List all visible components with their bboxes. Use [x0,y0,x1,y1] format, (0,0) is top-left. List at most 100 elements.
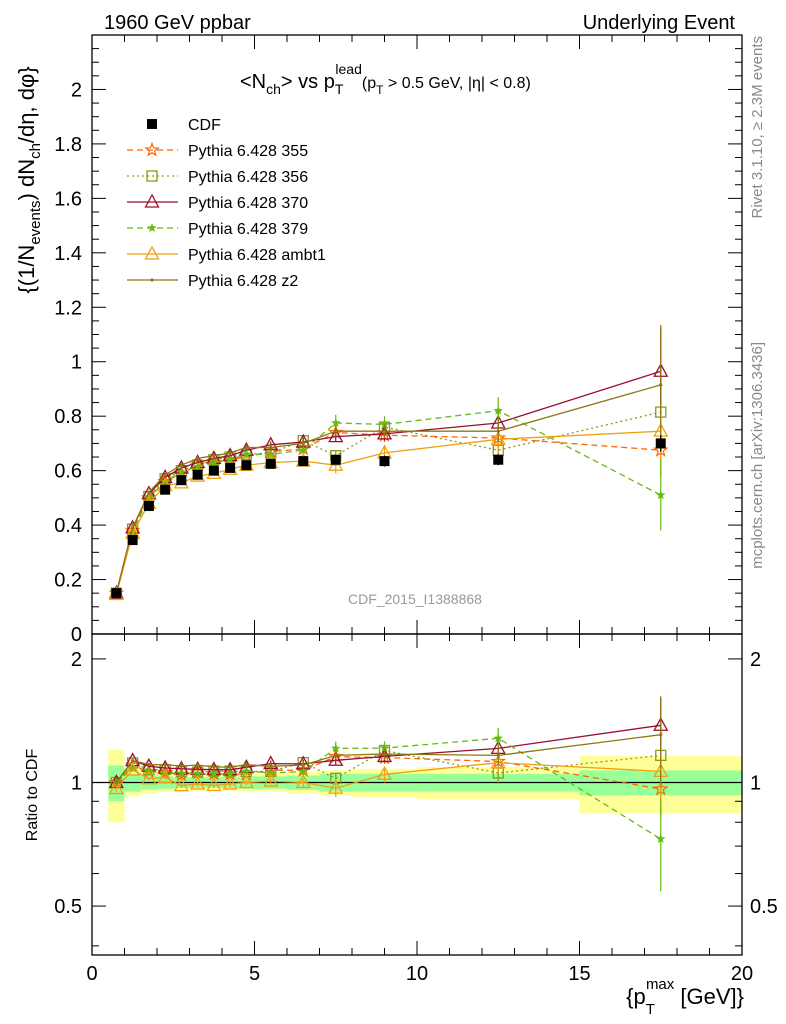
ratio-point [298,766,308,776]
ratio-point [659,733,663,737]
ratio-point [108,780,124,795]
ratio-y-tick-label: 2 [71,649,82,671]
data-point [298,456,309,467]
y-tick-label: 1.8 [54,134,82,156]
legend-marker [144,141,160,157]
series-point [298,445,308,455]
data-point [330,454,341,465]
ratio-y-tick-label-right: 2 [750,649,761,671]
ratio-point [493,733,503,743]
series-point [301,441,305,446]
series-point [490,430,506,445]
ratio-y-tick-label-right: 1 [750,772,761,794]
series-point [176,467,187,476]
ratio-point [222,775,238,790]
series-point [331,418,341,427]
ratio-point [263,772,279,787]
series-point [376,425,393,440]
ratio-y-tick-label: 1 [71,772,82,794]
legend-marker [150,278,154,282]
side-label-rivet: Rivet 3.1.10, ≥ 2.3M events [749,36,766,219]
series-line [115,410,662,594]
legend-label: Pythia 6.428 379 [188,221,308,238]
legend-label: Pythia 6.428 z2 [188,273,298,290]
ratio-point [269,764,273,768]
y-tick-label: 1.2 [54,297,82,319]
header-right: Underlying Event [583,12,736,34]
ratio-point [328,751,344,766]
ratio-point [295,774,311,789]
data-point [160,484,171,495]
ratio-point [238,774,254,789]
data-point [225,462,236,473]
ratio-point [244,763,248,767]
y-tick-label: 1.4 [54,243,82,265]
series-point [209,457,219,467]
series-point [379,419,390,429]
series-point [196,456,200,460]
series-point [179,463,183,467]
data-point [127,535,138,546]
x-tick-label: 5 [249,963,260,985]
ratio-point [301,763,305,767]
series-point [228,451,232,455]
ratio-point [127,762,138,772]
legend-marker [146,170,158,182]
ratio-point [241,766,252,776]
legend-marker [144,245,160,260]
series-point [225,454,235,464]
data-point [143,501,154,512]
series-point [659,383,663,387]
legend-marker [144,193,160,208]
y-tick-label: 0.4 [54,515,82,537]
ratio-point [114,780,118,785]
ratio-point [157,769,173,784]
ratio-point [192,768,203,778]
legend-marker [147,119,157,129]
ratio-point [209,768,219,778]
series-line [115,370,661,594]
series-point [244,445,248,450]
y-tick-label: 0 [71,624,82,646]
data-point [176,475,187,486]
ratio-point [228,765,232,769]
x-axis-label: {pTmax [GeV]} [626,976,744,1018]
ratio-point [656,834,666,843]
data-point [111,588,122,599]
ratio-point [212,765,216,769]
legend-label: Pythia 6.428 ambt1 [188,247,326,264]
x-tick-label: 20 [731,963,753,985]
y-tick-label: 1.6 [54,188,82,210]
series-point [160,476,170,486]
ratio-point [225,768,235,778]
plot-title: <Nch> vs pTlead(pT > 0.5 GeV, |η| < 0.8) [240,61,531,97]
series-point [131,526,135,530]
series-point [496,429,500,433]
ratio-point [490,754,506,769]
ratio-point [190,775,206,790]
data-point [379,456,390,467]
series-point [147,490,151,495]
y-tick-label: 2 [71,79,82,101]
ratio-point [496,753,500,758]
ratio-point [160,767,170,777]
series-point [656,490,666,500]
ratio-point [173,777,189,792]
ratio-point [176,768,187,778]
y-tick-label: 1 [71,352,82,374]
data-point [208,465,219,476]
ratio-y-label: Ratio to CDF [24,749,41,842]
series-point [163,473,167,477]
ratio-point [141,770,157,785]
data-point [655,438,666,449]
ratio-point [331,743,341,753]
y-axis-label: {(1/Nevents) dNch/dη, dφ} [14,66,44,293]
ratio-point [131,759,135,763]
ratio-point [382,752,387,756]
ratio-y-tick-label-right: 0.5 [750,896,778,918]
ratio-point [147,762,151,767]
x-tick-label: 15 [568,963,590,985]
header-left: 1960 GeV ppbar [104,12,251,34]
ratio-point [196,763,200,767]
data-point [265,458,276,469]
